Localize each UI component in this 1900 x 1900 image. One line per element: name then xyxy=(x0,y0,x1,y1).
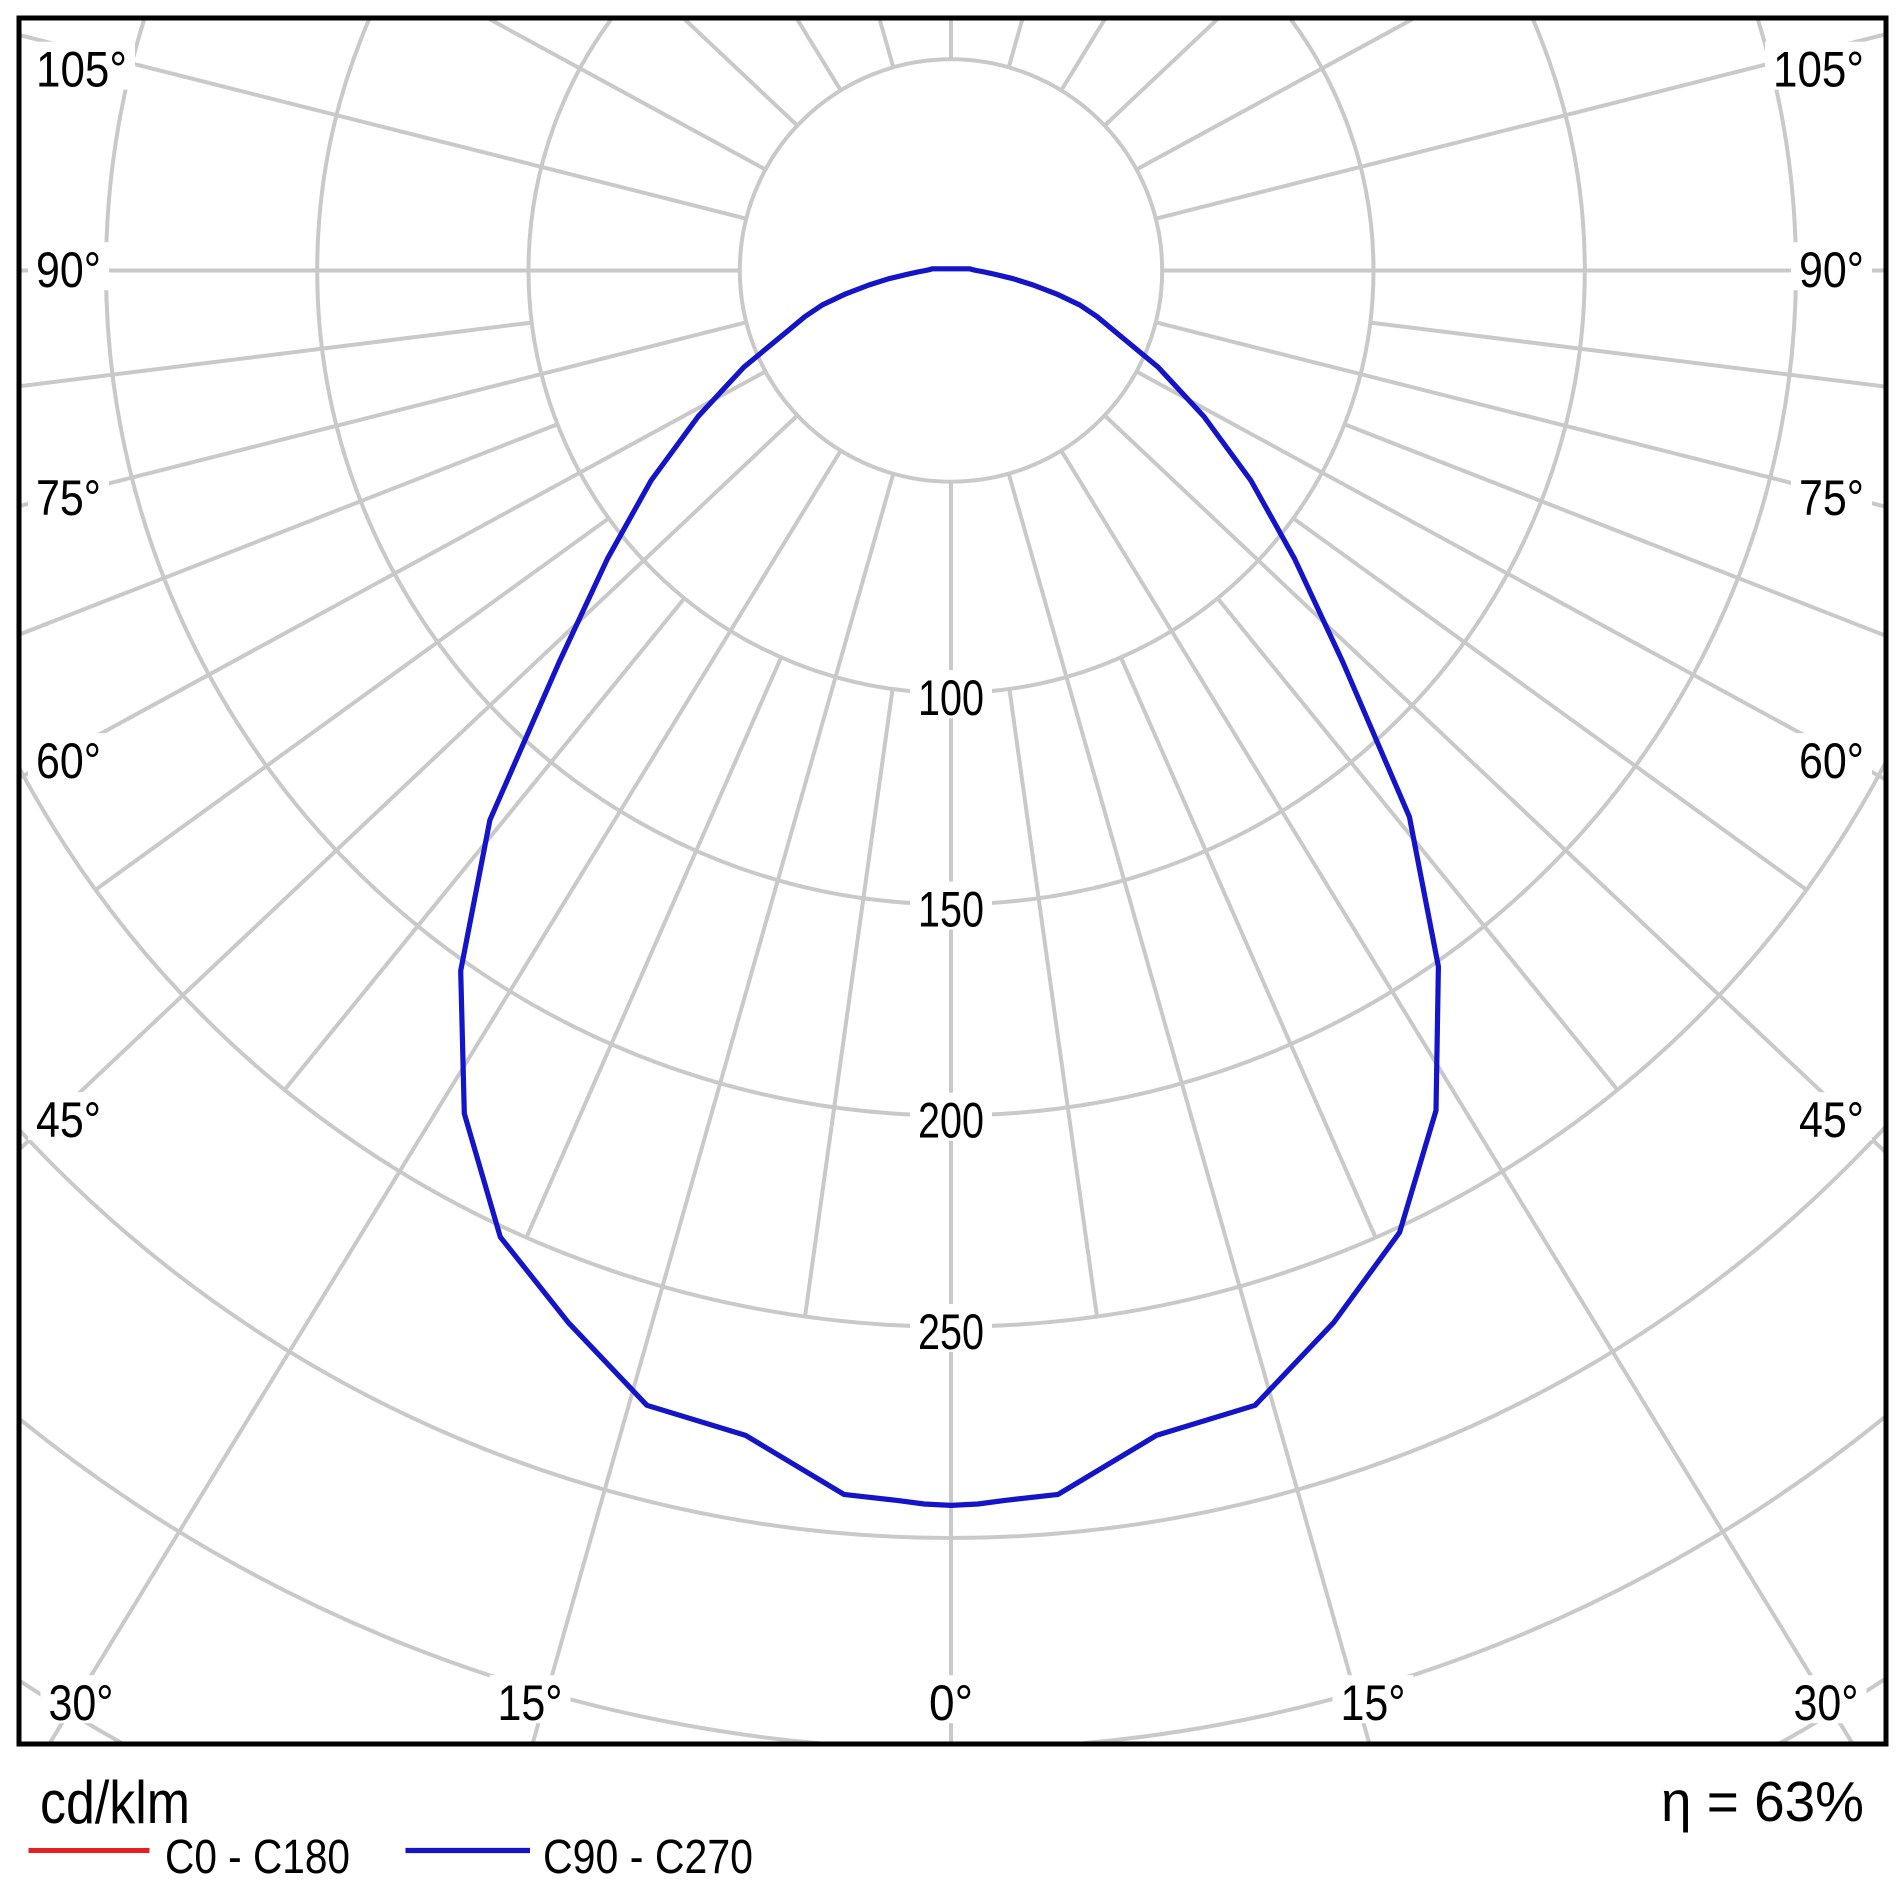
svg-text:75°: 75° xyxy=(36,470,101,526)
svg-text:105°: 105° xyxy=(1773,42,1864,98)
svg-text:C90 - C270: C90 - C270 xyxy=(543,1831,753,1884)
svg-text:cd/klm: cd/klm xyxy=(40,1769,190,1836)
svg-text:0°: 0° xyxy=(929,1675,973,1731)
svg-text:250: 250 xyxy=(918,1304,984,1360)
svg-text:30°: 30° xyxy=(49,1675,114,1731)
svg-text:90°: 90° xyxy=(1799,242,1864,298)
svg-text:200: 200 xyxy=(918,1093,984,1149)
svg-text:150: 150 xyxy=(918,882,984,938)
svg-text:90°: 90° xyxy=(36,242,101,298)
svg-text:C0 - C180: C0 - C180 xyxy=(165,1831,350,1884)
svg-text:30°: 30° xyxy=(1794,1675,1859,1731)
svg-text:15°: 15° xyxy=(498,1675,563,1731)
svg-text:60°: 60° xyxy=(36,733,101,789)
svg-text:15°: 15° xyxy=(1341,1675,1406,1731)
svg-text:45°: 45° xyxy=(36,1092,101,1148)
svg-text:100: 100 xyxy=(918,670,984,726)
svg-text:60°: 60° xyxy=(1799,733,1864,789)
svg-text:75°: 75° xyxy=(1799,470,1864,526)
svg-text:η = 63%: η = 63% xyxy=(1661,1770,1864,1834)
svg-text:45°: 45° xyxy=(1799,1092,1864,1148)
svg-text:105°: 105° xyxy=(36,42,127,98)
